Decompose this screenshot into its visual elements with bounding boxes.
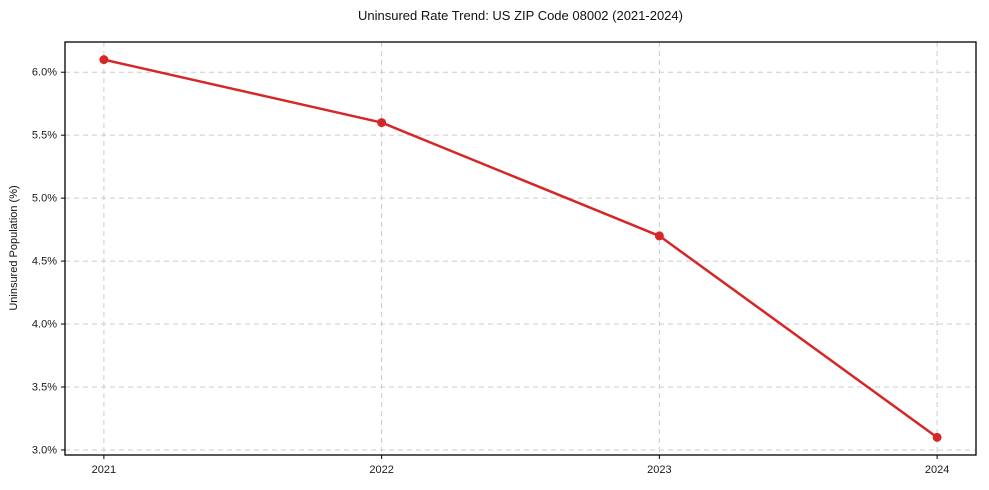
y-tick-label: 5.0%	[32, 193, 57, 205]
y-tick-label: 5.5%	[32, 130, 57, 142]
y-tick-label: 6.0%	[32, 67, 57, 79]
plot-border	[64, 41, 977, 456]
y-tick-label: 3.0%	[32, 444, 57, 456]
data-point	[377, 118, 387, 128]
x-tick-label: 2021	[92, 464, 116, 476]
trend-line	[102, 58, 939, 439]
data-point	[654, 231, 664, 241]
chart-title: Uninsured Rate Trend: US ZIP Code 08002 …	[358, 8, 683, 23]
data-point	[932, 432, 942, 442]
x-tick-label: 2024	[925, 464, 949, 476]
y-tick-label: 3.5%	[32, 382, 57, 394]
data-point	[99, 55, 109, 65]
y-tick-label: 4.5%	[32, 256, 57, 268]
x-tick-label: 2023	[647, 464, 671, 476]
y-tick-label: 4.0%	[32, 319, 57, 331]
x-tick-label: 2022	[369, 464, 393, 476]
